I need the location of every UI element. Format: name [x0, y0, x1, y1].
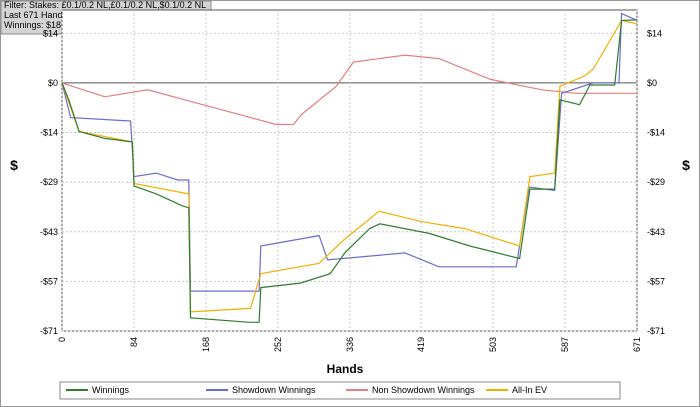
y-axis-label: $: [10, 157, 18, 173]
y-tick-label: -$57: [40, 276, 58, 286]
y-tick-label: -$29: [647, 177, 665, 187]
filter-text: Filter: Stakes: £0.1/0.2 NL,£0.1/0.2 NL,…: [4, 0, 206, 10]
legend-label: Winnings: [92, 385, 130, 395]
series-line: [61, 12, 638, 292]
series-line: [61, 19, 638, 313]
series-line: [61, 54, 637, 126]
filter-text: Winnings: $18.18: [4, 20, 74, 30]
series-line: [61, 19, 638, 323]
y-tick-label: -$57: [647, 276, 665, 286]
y-tick-label: $14: [43, 28, 58, 38]
legend-label: All-In EV: [512, 385, 547, 395]
x-tick-label: 168: [201, 337, 211, 352]
filter-text: Last 671 Hands: [4, 10, 68, 20]
x-tick-label: 419: [416, 337, 426, 352]
legend: [59, 381, 621, 400]
x-tick-label: 671: [632, 337, 642, 352]
y-tick-label: -$29: [40, 177, 58, 187]
y-tick-label: -$71: [40, 326, 58, 336]
y-tick-label: -$14: [647, 128, 665, 138]
x-tick-label: 587: [560, 337, 570, 352]
legend-label: Non Showdown Winnings: [372, 385, 475, 395]
y-tick-label: $14: [647, 28, 662, 38]
y-tick-label: -$71: [647, 326, 665, 336]
x-axis-label: Hands: [327, 362, 364, 376]
y-axis-label: $: [682, 157, 690, 173]
y-tick-label: -$43: [40, 227, 58, 237]
x-tick-label: 0: [57, 337, 67, 342]
y-tick-label: $0: [48, 78, 58, 88]
y-tick-label: -$14: [40, 128, 58, 138]
y-tick-label: $0: [647, 78, 657, 88]
x-tick-label: 336: [345, 337, 355, 352]
x-tick-label: 252: [273, 337, 283, 352]
legend-label: Showdown Winnings: [232, 385, 316, 395]
x-tick-label: 84: [129, 337, 139, 347]
x-tick-label: 503: [488, 337, 498, 352]
y-tick-label: -$43: [647, 227, 665, 237]
